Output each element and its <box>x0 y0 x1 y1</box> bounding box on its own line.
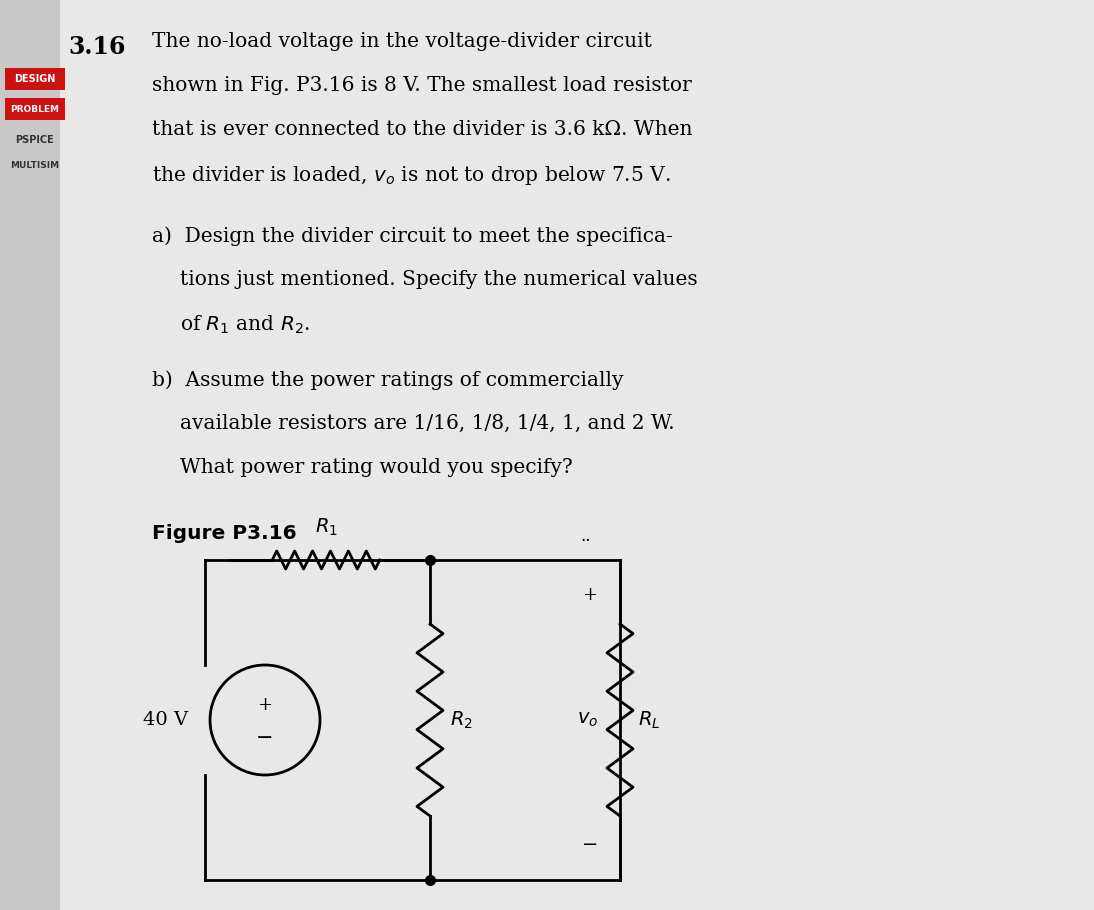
Text: a)  Design the divider circuit to meet the specifica-: a) Design the divider circuit to meet th… <box>152 226 673 246</box>
Text: shown in Fig. P3.16 is 8 V. The smallest load resistor: shown in Fig. P3.16 is 8 V. The smallest… <box>152 76 691 95</box>
Text: the divider is loaded, $v_o$ is not to drop below 7.5 V.: the divider is loaded, $v_o$ is not to d… <box>152 164 671 187</box>
Text: −: − <box>582 836 598 854</box>
Text: $R_1$: $R_1$ <box>315 517 337 538</box>
Text: 3.16: 3.16 <box>68 35 126 59</box>
Text: 40 V: 40 V <box>143 711 188 729</box>
Bar <box>0 0 60 910</box>
Text: ··: ·· <box>580 532 591 550</box>
Bar <box>5 98 65 120</box>
Text: MULTISIM: MULTISIM <box>11 160 59 169</box>
Text: Figure P3.16: Figure P3.16 <box>152 524 296 543</box>
Text: b)  Assume the power ratings of commercially: b) Assume the power ratings of commercia… <box>152 370 624 389</box>
Text: of $R_1$ and $R_2$.: of $R_1$ and $R_2$. <box>181 314 310 337</box>
Text: $R_2$: $R_2$ <box>450 710 473 731</box>
Text: What power rating would you specify?: What power rating would you specify? <box>181 458 573 477</box>
Text: DESIGN: DESIGN <box>14 74 56 84</box>
Text: −: − <box>256 729 274 747</box>
Bar <box>5 68 65 90</box>
Text: $v_o$: $v_o$ <box>577 711 598 729</box>
Text: that is ever connected to the divider is 3.6 kΩ. When: that is ever connected to the divider is… <box>152 120 693 139</box>
Text: $R_L$: $R_L$ <box>638 710 661 731</box>
Text: +: + <box>582 586 597 604</box>
Text: +: + <box>257 696 272 714</box>
Text: available resistors are 1/16, 1/8, 1/4, 1, and 2 W.: available resistors are 1/16, 1/8, 1/4, … <box>181 414 675 433</box>
Text: PSPICE: PSPICE <box>15 135 55 145</box>
Text: The no-load voltage in the voltage-divider circuit: The no-load voltage in the voltage-divid… <box>152 32 652 51</box>
Text: tions just mentioned. Specify the numerical values: tions just mentioned. Specify the numeri… <box>181 270 698 289</box>
Text: PROBLEM: PROBLEM <box>11 105 59 114</box>
